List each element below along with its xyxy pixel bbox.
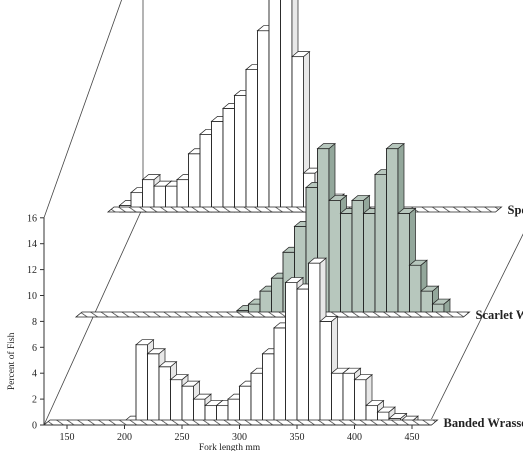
y-tick-label: 16 [27,213,37,224]
y-tick-label: 10 [27,291,37,302]
bar-front-face [171,380,183,425]
bar-front-face [329,200,341,317]
x-tick-label: 250 [175,432,190,443]
bar-front-face [189,154,201,212]
bar-front-face [398,213,410,317]
x-tick-label: 150 [60,432,75,443]
bar-front-face [159,367,171,425]
x-axis-title: Fork length mm [199,443,261,451]
frame-top-left-edge [44,0,143,218]
bar-front-face [352,200,364,317]
x-tick-label: 450 [405,432,420,443]
bar-front-face [309,263,321,425]
bar-front-face [281,0,293,212]
series-floor-2 [108,207,502,212]
bar-front-face [332,373,344,425]
y-axis-title: Percent of Fish [6,332,17,390]
x-tick-label: 200 [117,432,132,443]
series-label: Banded Wrasse [444,416,523,430]
bar-front-face [387,149,399,317]
series-floor-1 [76,312,470,317]
bar-front-face [343,373,355,425]
series-floor-0 [44,420,438,425]
x-tick-label: 300 [232,432,247,443]
x-tick-label: 350 [290,432,305,443]
series-label: Spotty [508,203,523,217]
bar-front-face [200,134,212,212]
bar-front-face [375,175,387,317]
bar-front-face [263,354,275,425]
bar-front-face [251,373,263,425]
bar-front-face [240,386,252,425]
bar-front-face [182,386,194,425]
bar-front-face [341,213,353,317]
bar-front-face [258,31,270,212]
y-tick-label: 6 [32,343,37,354]
series-banded-wrasse: Banded Wrasse [125,258,523,430]
y-tick-label: 4 [32,369,37,380]
bar-front-face [364,213,376,317]
bar-front-face [235,95,247,212]
series-label: Scarlet Wrasse [476,308,523,322]
y-tick-label: 8 [32,317,37,328]
y-tick-label: 0 [32,421,37,432]
bar-front-face [223,108,235,212]
bar-front-face [148,354,160,425]
bar-front-face [246,70,258,212]
bar-front-face [274,328,286,425]
bar-front-face [292,57,304,212]
bar-front-face [297,289,309,425]
x-tick-label: 400 [347,432,362,443]
bar-front-face [286,283,298,425]
y-tick-label: 14 [27,239,37,250]
bar-front-face [269,0,281,212]
y-tick-label: 12 [27,265,37,276]
series-layers: Spotty Scarlet Wrasse Banded Wrasse [44,0,523,430]
bar-front-face [136,345,148,425]
bar-front-face [320,321,332,425]
y-tick-label: 2 [32,395,37,406]
bar-front-face [212,121,224,212]
bar-front-face [410,265,422,317]
bar-front-face [272,278,284,317]
bar-front-face [355,380,367,425]
